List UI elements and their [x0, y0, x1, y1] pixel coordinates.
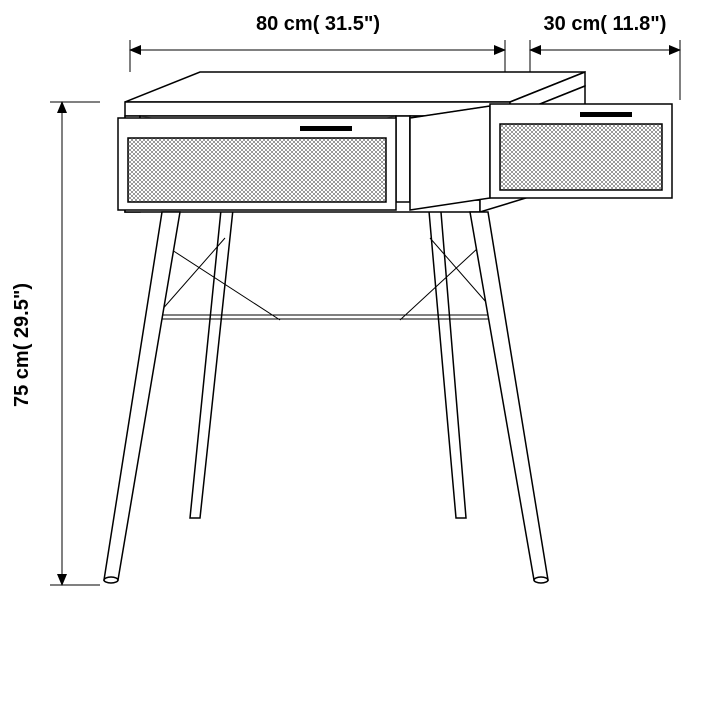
technical-drawing-container: 80 cm( 31.5") 30 cm( 11.8") 75 cm( 29.5"…: [0, 0, 724, 724]
front-legs: [104, 212, 548, 583]
dimension-width: 80 cm( 31.5"): [130, 13, 505, 72]
drawer-1: [118, 118, 396, 210]
dimension-height: 75 cm( 29.5"): [11, 102, 100, 585]
drawer-2: [410, 104, 672, 210]
height-label: 75 cm( 29.5"): [11, 283, 33, 407]
back-legs: [190, 200, 466, 518]
width-label: 80 cm( 31.5"): [256, 13, 380, 35]
depth-label: 30 cm( 11.8"): [544, 13, 667, 35]
drawing-svg: 80 cm( 31.5") 30 cm( 11.8") 75 cm( 29.5"…: [0, 0, 724, 724]
